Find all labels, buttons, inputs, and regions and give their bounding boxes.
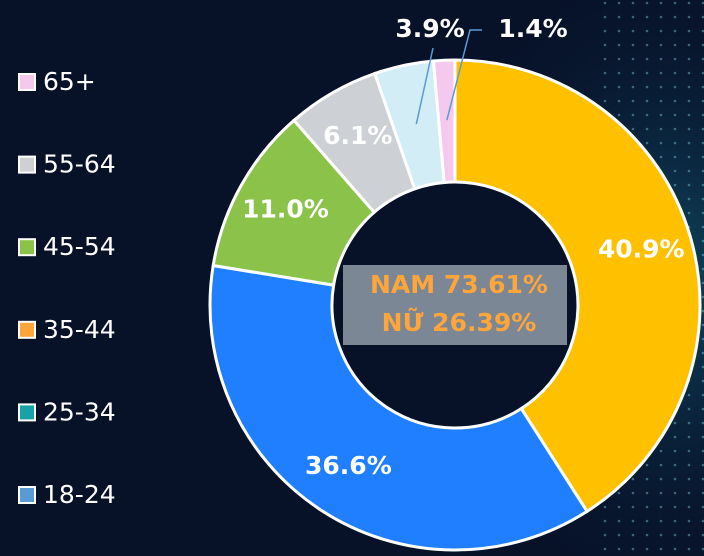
legend-label: 18-24 bbox=[43, 480, 116, 509]
pie-slice bbox=[208, 263, 590, 552]
center-annotation: NỮ 26.39% bbox=[382, 307, 537, 337]
value-label: 1.4% bbox=[498, 14, 567, 43]
legend-swatch bbox=[18, 320, 36, 339]
legend-swatch bbox=[18, 403, 36, 422]
value-label: 36.6% bbox=[305, 451, 392, 480]
value-label: 40.9% bbox=[598, 235, 685, 264]
leader-line bbox=[415, 47, 434, 125]
value-label: 6.1% bbox=[323, 121, 392, 150]
legend-label: 35-44 bbox=[43, 315, 116, 344]
legend-swatch bbox=[18, 238, 36, 257]
legend: 65+ 55-64 45-54 35-44 25-34 18-24 bbox=[18, 67, 116, 509]
leader-line bbox=[446, 29, 482, 121]
value-label: 3.9% bbox=[395, 14, 464, 43]
center-band bbox=[343, 265, 567, 345]
legend-swatch bbox=[18, 486, 36, 504]
legend-label: 45-54 bbox=[43, 232, 116, 261]
legend-swatch bbox=[18, 73, 36, 91]
pie: 40.9% 36.6% 11.0% 6.1% 3.9% 1.4% NAM 73.61% NỮ … bbox=[208, 14, 702, 552]
pie-slice bbox=[453, 58, 702, 514]
value-label: 11.0% bbox=[242, 195, 329, 224]
legend-label: 65+ bbox=[43, 67, 96, 96]
legend-swatch bbox=[18, 155, 36, 174]
legend-label: 55-64 bbox=[43, 150, 116, 179]
legend-label: 25-34 bbox=[43, 397, 116, 426]
center-annotation: NAM 73.61% bbox=[370, 270, 548, 299]
pie-slice bbox=[431, 58, 457, 185]
